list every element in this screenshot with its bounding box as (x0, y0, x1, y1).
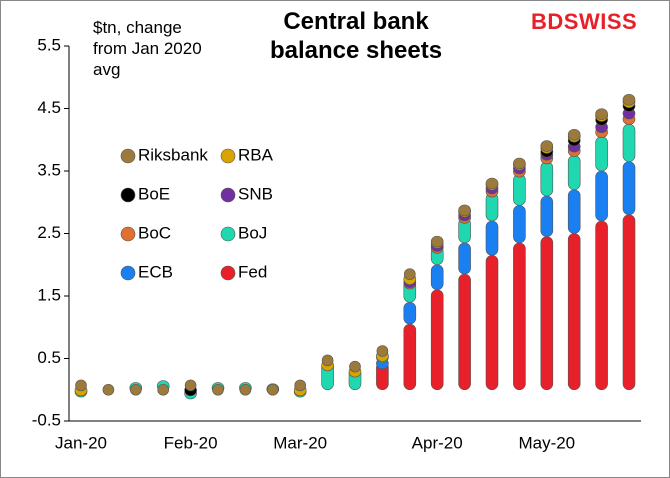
dot-stack (622, 161, 636, 216)
dot-stack (595, 220, 608, 391)
dot-stack (430, 289, 444, 391)
dot-stack (513, 173, 526, 206)
dot-stack (458, 242, 471, 275)
dot-stack (513, 157, 526, 170)
dot (102, 383, 115, 396)
dot (294, 379, 307, 392)
legend-swatch (120, 265, 136, 281)
y-tick-label: -0.5 (32, 410, 61, 429)
legend-label: BoE (138, 184, 170, 203)
y-tick-label: 1.5 (37, 285, 61, 304)
dot (266, 383, 279, 396)
logo: BDSWISS (531, 9, 638, 34)
legend-label: Fed (238, 262, 267, 281)
dot-stack (567, 233, 581, 391)
dot-stack (540, 236, 554, 391)
dot (130, 383, 142, 396)
dot (321, 354, 334, 367)
y-tick-label: 5.5 (37, 35, 61, 54)
dot-stack (595, 108, 608, 120)
dot-stack (595, 136, 608, 172)
legend-swatch (220, 226, 236, 242)
x-tick-label: Jan-20 (55, 433, 107, 452)
dot-stack (622, 123, 636, 162)
legend-label: BoC (138, 223, 171, 242)
dot-stack (540, 161, 554, 197)
dot (403, 268, 416, 280)
dot-stack (540, 195, 554, 237)
dot-stack (485, 177, 499, 190)
dot-stack (458, 273, 471, 391)
dot (376, 345, 389, 357)
legend-swatch (220, 187, 236, 203)
dot (239, 383, 252, 396)
legend-swatch (220, 148, 236, 164)
dot-stack (567, 155, 581, 191)
y-tick-label: 2.5 (37, 223, 61, 242)
legend-label: Riksbank (138, 145, 208, 164)
chart-title: Central bank balance sheets (269, 8, 443, 64)
legend-swatch (120, 226, 136, 242)
x-tick-label: Apr-20 (412, 433, 463, 452)
dot (75, 379, 87, 392)
legend-swatch (120, 187, 136, 203)
dot-stack (430, 235, 444, 248)
dot (349, 360, 361, 373)
legend-label: RBA (238, 145, 274, 164)
dot-stack (567, 128, 581, 141)
dot-stack (540, 140, 554, 152)
dot-stack (485, 220, 499, 256)
dot-stack (622, 93, 636, 106)
dot (184, 379, 197, 392)
legend-label: BoJ (238, 223, 267, 242)
dot-stack (513, 242, 526, 391)
dot-stack (513, 205, 526, 244)
dot-stack (403, 323, 417, 391)
x-tick-label: Feb-20 (164, 433, 218, 452)
x-tick-label: May-20 (518, 433, 575, 452)
dot-stack (567, 189, 581, 234)
dot-stack (622, 214, 636, 391)
legend-swatch (220, 265, 236, 281)
dot-stack (430, 264, 444, 291)
x-tick-label: Mar-20 (273, 433, 327, 452)
y-tick-label: 3.5 (37, 160, 61, 179)
dot-stack (403, 301, 417, 325)
legend-label: SNB (238, 184, 273, 203)
legend-swatch (120, 148, 136, 164)
y-tick-label: 0.5 (37, 348, 61, 367)
dot (157, 383, 169, 396)
y-tick-label: 4.5 (37, 98, 61, 117)
dot-stack (485, 255, 499, 391)
dot-stack (458, 204, 471, 217)
y-axis-label: $tn, change from Jan 2020 avg (93, 18, 202, 79)
dot (212, 383, 224, 396)
legend-label: ECB (138, 262, 173, 281)
dot-stack (595, 170, 608, 222)
